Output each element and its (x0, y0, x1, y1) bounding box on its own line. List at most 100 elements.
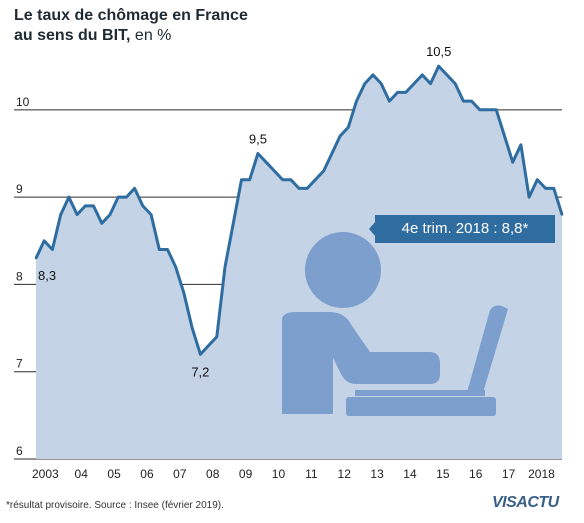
data-point (371, 73, 375, 77)
data-point (322, 169, 325, 173)
chart-title-unit: en % (134, 27, 172, 44)
data-point (223, 265, 227, 269)
chart-title-line2-text: au sens du BIT, (14, 27, 135, 44)
x-tick-label: 14 (403, 467, 417, 481)
x-tick-label: 05 (107, 467, 121, 481)
data-point (396, 91, 399, 94)
data-point (379, 82, 383, 85)
y-tick-label: 8 (16, 269, 23, 283)
person-body-icon (282, 312, 440, 414)
data-point (84, 204, 87, 208)
data-point (527, 195, 531, 199)
data-point (560, 213, 564, 216)
x-tick-label: 08 (206, 467, 220, 481)
data-point (174, 265, 177, 269)
data-point (207, 344, 210, 347)
data-point (486, 108, 490, 112)
laptop-hinge-icon (355, 390, 485, 396)
data-point (67, 195, 71, 199)
x-tick-label: 16 (469, 467, 483, 481)
data-point (355, 99, 358, 103)
x-tick-label: 2018 (528, 467, 555, 481)
laptop-base-icon (346, 397, 496, 416)
x-tick-label: 10 (272, 467, 286, 481)
laptop-screen-icon (466, 305, 508, 396)
y-tick-label: 10 (16, 95, 30, 109)
data-point (182, 291, 186, 295)
data-point (264, 161, 268, 164)
data-point (445, 73, 449, 77)
x-tick-label: 15 (436, 467, 450, 481)
data-point (552, 187, 555, 190)
person-laptop-pictogram (282, 232, 508, 416)
data-point (166, 248, 169, 251)
data-label: 10,5 (426, 44, 451, 59)
data-point (478, 108, 482, 112)
data-point (141, 204, 145, 208)
data-point (256, 152, 260, 155)
x-tick-label: 09 (239, 467, 253, 481)
data-point (330, 152, 334, 155)
data-point (158, 248, 161, 251)
y-tick-label: 7 (16, 357, 23, 371)
data-label: 8,3 (38, 268, 56, 283)
data-point (314, 178, 317, 181)
data-point (495, 108, 498, 112)
data-point (470, 99, 473, 103)
x-tick-label: 07 (173, 467, 187, 481)
data-label: 7,2 (191, 364, 209, 379)
data-point (536, 178, 539, 181)
x-tick-label: 17 (502, 467, 516, 481)
data-point (388, 99, 391, 103)
data-point (544, 187, 547, 190)
data-point (281, 178, 284, 181)
data-point (248, 178, 251, 181)
data-point (232, 222, 235, 225)
data-point (215, 335, 219, 338)
data-point (306, 187, 309, 190)
x-tick-label: 04 (75, 467, 89, 481)
data-point (199, 353, 202, 356)
data-point (429, 82, 432, 85)
data-point (51, 248, 54, 251)
data-point (59, 213, 62, 216)
data-point (190, 326, 194, 330)
data-point (133, 187, 136, 190)
data-point (519, 143, 523, 146)
data-point (338, 134, 342, 138)
data-point (412, 82, 416, 85)
x-tick-label: 12 (338, 467, 352, 481)
data-point (511, 161, 514, 164)
latest-value-callout: 4e trim. 2018 : 8,8* (369, 215, 555, 243)
y-tick-label: 6 (16, 444, 23, 458)
x-tick-label: 11 (305, 467, 318, 481)
x-tick-label: 13 (370, 467, 384, 481)
chart-title-line2: au sens du BIT, en % (14, 26, 248, 46)
data-point (108, 213, 112, 216)
data-point (363, 82, 366, 85)
source-footnote: *résultat provisoire. Source : Insee (fé… (6, 500, 224, 511)
data-point (75, 213, 79, 216)
data-point (453, 82, 457, 85)
data-point (347, 126, 350, 129)
data-point (149, 213, 153, 216)
visactu-logo: VISACTU (492, 494, 559, 511)
data-point (273, 169, 276, 173)
person-head-icon (305, 232, 381, 308)
data-label: 9,5 (249, 131, 267, 146)
data-point (437, 64, 440, 68)
data-point (34, 257, 38, 260)
data-point (462, 99, 465, 103)
data-point (92, 204, 95, 208)
y-tick-label: 9 (16, 182, 23, 196)
x-tick-label: 2003 (32, 467, 59, 481)
data-point (116, 195, 120, 199)
x-tick-label: 06 (140, 467, 154, 481)
data-point (43, 239, 46, 242)
data-point (240, 178, 243, 181)
data-point (289, 178, 292, 181)
data-point (503, 134, 506, 138)
data-point (297, 187, 301, 190)
data-point (404, 91, 408, 94)
